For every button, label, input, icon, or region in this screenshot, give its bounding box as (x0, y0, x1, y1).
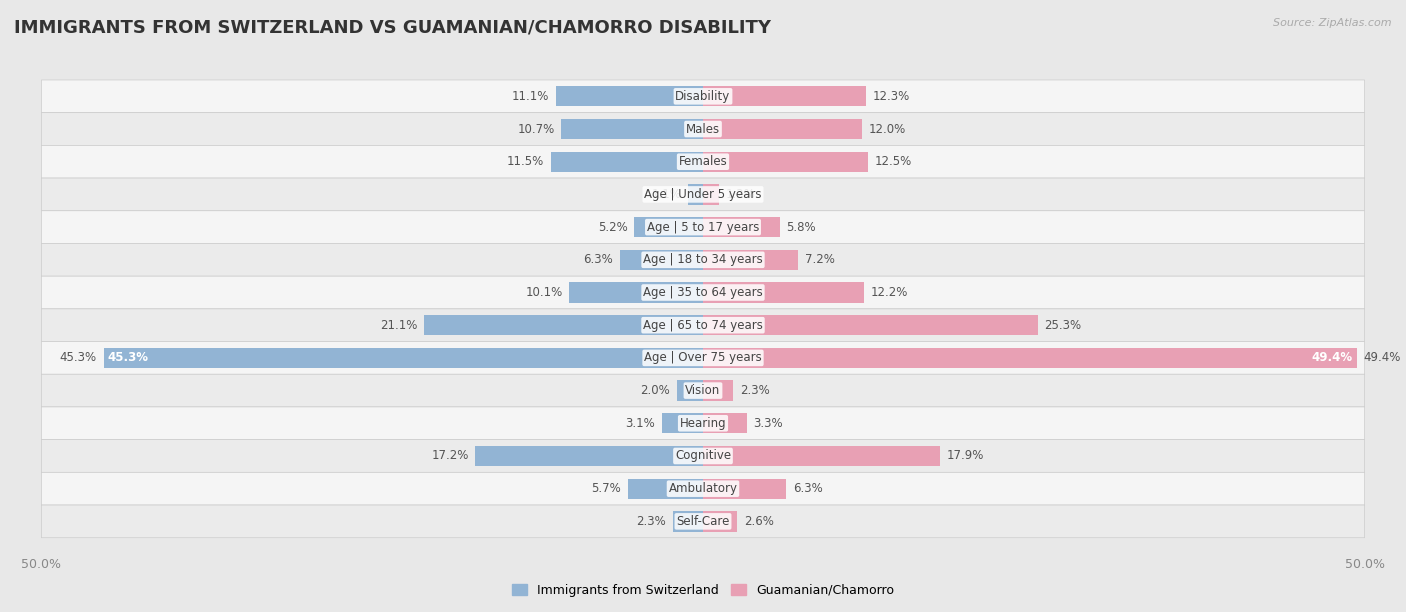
Text: 10.7%: 10.7% (517, 122, 555, 135)
Bar (620, 250, 703, 270)
Text: Vision: Vision (685, 384, 721, 397)
Bar (551, 152, 703, 172)
Bar (703, 413, 747, 433)
Bar (703, 250, 799, 270)
Text: 2.0%: 2.0% (640, 384, 669, 397)
FancyBboxPatch shape (41, 276, 1365, 309)
FancyBboxPatch shape (41, 113, 1365, 146)
Bar (423, 315, 703, 335)
Text: 12.2%: 12.2% (872, 286, 908, 299)
FancyBboxPatch shape (41, 80, 1365, 113)
Text: IMMIGRANTS FROM SWITZERLAND VS GUAMANIAN/CHAMORRO DISABILITY: IMMIGRANTS FROM SWITZERLAND VS GUAMANIAN… (14, 18, 770, 36)
Text: Age | Over 75 years: Age | Over 75 years (644, 351, 762, 364)
Bar (703, 315, 1038, 335)
Text: 6.3%: 6.3% (793, 482, 823, 495)
Text: 25.3%: 25.3% (1045, 319, 1081, 332)
FancyBboxPatch shape (41, 472, 1365, 505)
Text: Hearing: Hearing (679, 417, 727, 430)
Text: 5.8%: 5.8% (786, 220, 815, 234)
FancyBboxPatch shape (41, 505, 1365, 538)
Bar (634, 217, 703, 237)
Text: Age | Under 5 years: Age | Under 5 years (644, 188, 762, 201)
Text: 6.3%: 6.3% (583, 253, 613, 266)
Bar (703, 479, 786, 499)
FancyBboxPatch shape (41, 341, 1365, 375)
Text: Females: Females (679, 155, 727, 168)
Bar (689, 184, 703, 204)
Bar (703, 217, 780, 237)
Text: Self-Care: Self-Care (676, 515, 730, 528)
Text: 2.3%: 2.3% (740, 384, 770, 397)
FancyBboxPatch shape (41, 146, 1365, 178)
Text: 7.2%: 7.2% (804, 253, 835, 266)
Text: Age | 18 to 34 years: Age | 18 to 34 years (643, 253, 763, 266)
Bar (703, 446, 939, 466)
Text: 1.2%: 1.2% (725, 188, 755, 201)
Text: Ambulatory: Ambulatory (668, 482, 738, 495)
Text: 1.1%: 1.1% (652, 188, 682, 201)
Text: 11.5%: 11.5% (508, 155, 544, 168)
Bar (557, 86, 703, 106)
Text: 45.3%: 45.3% (60, 351, 97, 364)
Text: 45.3%: 45.3% (107, 351, 149, 364)
Bar (561, 119, 703, 139)
Text: 2.3%: 2.3% (636, 515, 666, 528)
Bar (703, 184, 718, 204)
Bar (569, 282, 703, 303)
Text: Age | 35 to 64 years: Age | 35 to 64 years (643, 286, 763, 299)
Bar (672, 511, 703, 531)
FancyBboxPatch shape (41, 309, 1365, 341)
Text: 49.4%: 49.4% (1312, 351, 1353, 364)
Text: 2.6%: 2.6% (744, 515, 773, 528)
Bar (627, 479, 703, 499)
Text: 5.2%: 5.2% (598, 220, 627, 234)
Bar (703, 152, 869, 172)
Text: 17.9%: 17.9% (946, 449, 984, 463)
Text: 3.1%: 3.1% (626, 417, 655, 430)
Text: 11.1%: 11.1% (512, 90, 550, 103)
Text: Age | 65 to 74 years: Age | 65 to 74 years (643, 319, 763, 332)
Text: 12.3%: 12.3% (872, 90, 910, 103)
Text: 5.7%: 5.7% (591, 482, 621, 495)
Bar (475, 446, 703, 466)
Text: 12.0%: 12.0% (869, 122, 905, 135)
Bar (676, 381, 703, 401)
Text: Source: ZipAtlas.com: Source: ZipAtlas.com (1274, 18, 1392, 28)
Legend: Immigrants from Switzerland, Guamanian/Chamorro: Immigrants from Switzerland, Guamanian/C… (508, 579, 898, 602)
FancyBboxPatch shape (41, 178, 1365, 211)
FancyBboxPatch shape (41, 375, 1365, 407)
Text: 49.4%: 49.4% (1364, 351, 1400, 364)
Text: 21.1%: 21.1% (380, 319, 418, 332)
Bar (703, 86, 866, 106)
Text: 3.3%: 3.3% (754, 417, 783, 430)
Bar (703, 119, 862, 139)
Text: Cognitive: Cognitive (675, 449, 731, 463)
Bar (703, 381, 734, 401)
Bar (703, 282, 865, 303)
FancyBboxPatch shape (41, 439, 1365, 472)
Text: 10.1%: 10.1% (526, 286, 562, 299)
Text: Males: Males (686, 122, 720, 135)
FancyBboxPatch shape (41, 407, 1365, 439)
Bar (703, 511, 737, 531)
Bar (662, 413, 703, 433)
Bar (104, 348, 703, 368)
Text: 17.2%: 17.2% (432, 449, 468, 463)
FancyBboxPatch shape (41, 211, 1365, 244)
Text: Age | 5 to 17 years: Age | 5 to 17 years (647, 220, 759, 234)
Text: 12.5%: 12.5% (875, 155, 912, 168)
FancyBboxPatch shape (41, 244, 1365, 276)
Bar (703, 348, 1357, 368)
Text: Disability: Disability (675, 90, 731, 103)
